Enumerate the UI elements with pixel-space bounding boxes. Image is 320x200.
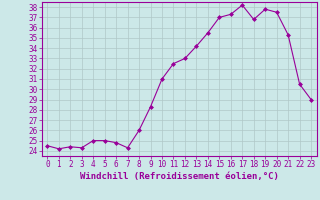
- X-axis label: Windchill (Refroidissement éolien,°C): Windchill (Refroidissement éolien,°C): [80, 172, 279, 181]
